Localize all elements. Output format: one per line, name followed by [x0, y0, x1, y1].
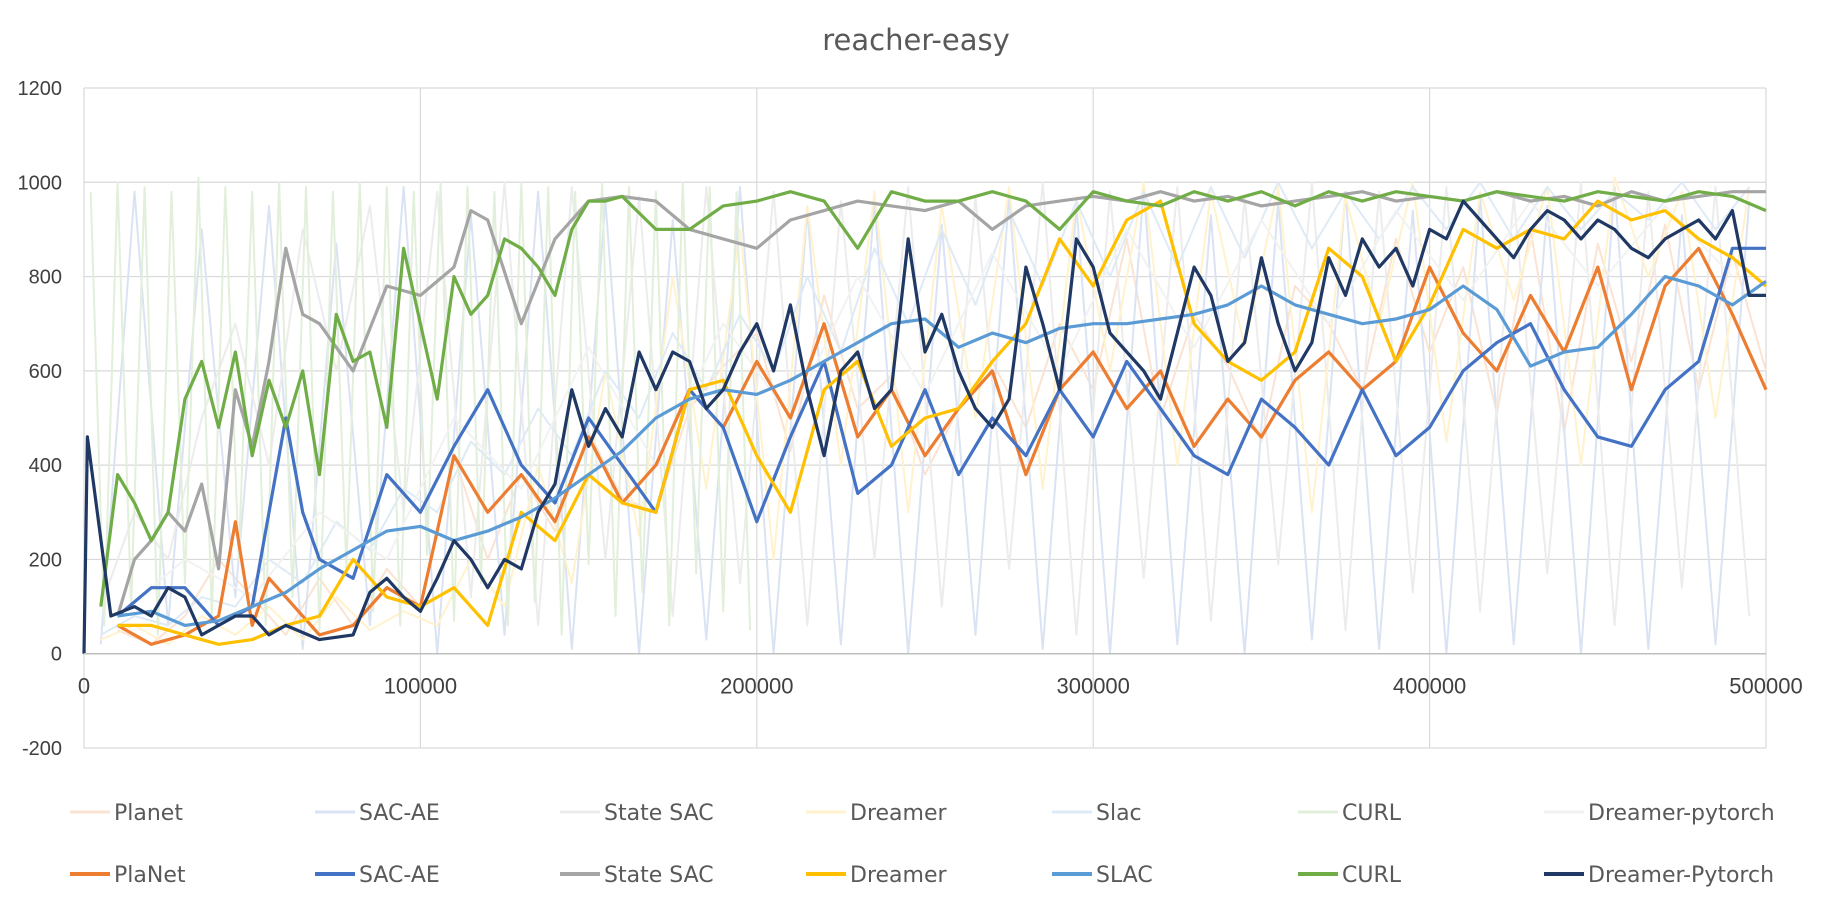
series-line-avg-dreamer-pytorch [82, 199, 1766, 654]
legend-item: Dreamer-pytorch [1544, 801, 1775, 826]
legend-item: SLAC [1052, 863, 1153, 888]
legend-item: State SAC [560, 863, 714, 888]
legend-item: Dreamer [806, 801, 947, 826]
y-tick-label: 400 [29, 455, 62, 477]
legend-item: SAC-AE [315, 863, 440, 888]
x-tick-label: 100000 [384, 674, 457, 699]
series-line-raw-state-sac [99, 181, 1751, 636]
legend-label: Dreamer [850, 801, 947, 826]
legend-item: Dreamer [806, 863, 947, 888]
legend: Planet SAC-AE State SAC Dreamer Slac CURL Drea… [70, 801, 1775, 888]
series-line-raw-dreamer [100, 176, 1751, 646]
y-tick-label: -200 [22, 738, 62, 760]
series-line-raw-curl [89, 176, 752, 636]
series-line-raw-planet [117, 223, 1767, 646]
legend-label: SAC-AE [359, 801, 440, 826]
y-tick-label: 0 [51, 644, 62, 666]
legend-label: CURL [1342, 801, 1402, 826]
legend-item: PlaNet [70, 863, 186, 888]
legend-item: SAC-AE [315, 801, 440, 826]
legend-item: CURL [1298, 863, 1402, 888]
series-line-avg-slac [117, 275, 1767, 628]
legend-label: State SAC [604, 863, 714, 888]
series-layer [82, 176, 1768, 655]
legend-label: Dreamer-pytorch [1588, 801, 1775, 826]
series-line-raw-dreamer-pytorch [116, 200, 1734, 617]
legend-label: SLAC [1096, 863, 1153, 888]
y-tick-label: 800 [29, 267, 62, 289]
y-tick-label: 1000 [18, 172, 63, 194]
x-tick-label: 300000 [1056, 674, 1129, 699]
legend-label: SAC-AE [359, 863, 440, 888]
legend-item: State SAC [560, 801, 714, 826]
legend-item: Slac [1052, 801, 1142, 826]
x-tick-label: 0 [78, 674, 90, 699]
y-tick-label: 1200 [18, 78, 63, 100]
x-tick-label: 500000 [1729, 674, 1802, 699]
y-axis: -200 0 200 400 600 800 1000 1200 [18, 78, 63, 760]
y-tick-label: 600 [29, 361, 62, 383]
legend-label: Slac [1096, 801, 1142, 826]
legend-label: State SAC [604, 801, 714, 826]
x-tick-label: 400000 [1393, 674, 1466, 699]
legend-item: CURL [1298, 801, 1402, 826]
legend-label: CURL [1342, 863, 1402, 888]
y-tick-label: 200 [29, 549, 62, 571]
series-line-avg-dreamer [117, 199, 1768, 646]
series-line-avg-curl [99, 190, 1767, 607]
legend-label: Dreamer [850, 863, 947, 888]
legend-item: Dreamer-Pytorch [1544, 863, 1774, 888]
chart-title: reacher-easy [822, 23, 1009, 57]
legend-label: Planet [114, 801, 183, 826]
x-axis: 0 100000 200000 300000 400000 500000 [78, 652, 1803, 699]
legend-label: Dreamer-Pytorch [1588, 863, 1774, 888]
series-line-avg-planet [116, 246, 1768, 646]
legend-label: PlaNet [114, 863, 186, 888]
x-tick-label: 200000 [720, 674, 793, 699]
legend-item: Planet [70, 801, 183, 826]
